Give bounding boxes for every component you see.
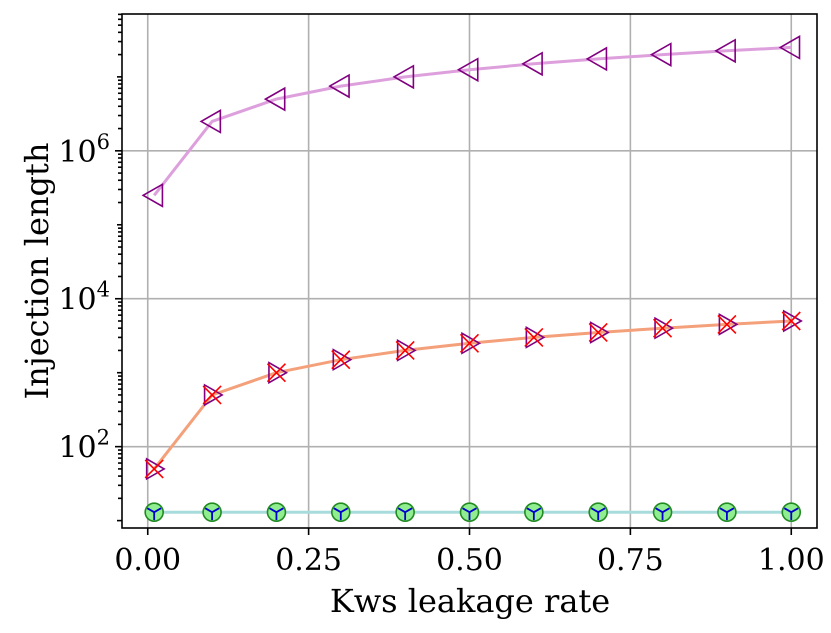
- data-point: [585, 46, 608, 72]
- data-point: [331, 348, 353, 372]
- tri-down-marker: [462, 507, 477, 521]
- data-point: [717, 502, 737, 522]
- data-point: [202, 502, 222, 522]
- x-tick-label: 1.00: [758, 543, 825, 578]
- data-point: [141, 182, 164, 208]
- data-point: [395, 339, 417, 362]
- triangle-right-marker: [268, 361, 289, 385]
- x-marker: [652, 318, 673, 338]
- data-point: [588, 502, 609, 522]
- triangle-right-marker: [145, 457, 166, 481]
- data-point: [144, 457, 166, 481]
- x-marker: [144, 459, 164, 479]
- x-marker: [266, 363, 287, 383]
- y-tick-label: 104: [58, 278, 110, 318]
- data-point: [456, 57, 479, 83]
- data-point: [717, 313, 739, 336]
- tri-down-marker: [204, 507, 220, 521]
- data-point: [652, 316, 675, 340]
- data-point: [202, 383, 224, 407]
- x-marker: [395, 340, 415, 360]
- data-point: [263, 86, 286, 112]
- x-marker: [717, 314, 737, 334]
- tri-down-marker: [590, 507, 606, 521]
- data-point: [781, 502, 802, 522]
- grid: [122, 14, 817, 528]
- triangle-left-marker: [521, 51, 543, 77]
- triangle-right-marker: [203, 383, 224, 407]
- data-point: [266, 502, 287, 522]
- tri-down-marker: [655, 507, 670, 521]
- tri-down-marker: [783, 507, 799, 521]
- data-point: [524, 326, 546, 349]
- triangle-left-marker: [456, 57, 479, 83]
- y-tick-label: 106: [58, 130, 110, 170]
- data-point: [330, 502, 351, 522]
- triangle-right-marker: [525, 326, 546, 349]
- data-point: [395, 502, 415, 522]
- x-tick-label: 0.25: [275, 543, 342, 578]
- tri-down-marker: [269, 507, 284, 521]
- triangle-right-marker: [654, 316, 675, 340]
- tri-down-marker: [719, 507, 735, 521]
- series-bottom-circles: [144, 502, 802, 522]
- triangle-left-marker: [263, 86, 286, 112]
- x-marker: [781, 311, 801, 331]
- data-point: [392, 64, 415, 90]
- y-tick-label: 102: [58, 426, 110, 466]
- data-point: [199, 109, 222, 134]
- x-axis-label: Kws leakage rate: [330, 582, 610, 620]
- ticks: 0.00 0.25 0.50 0.75 1.00 102 104 106: [58, 13, 825, 578]
- triangle-right-marker: [718, 313, 739, 336]
- triangle-left-marker: [585, 46, 608, 72]
- data-point: [521, 51, 543, 77]
- data-point: [144, 502, 164, 522]
- tri-down-marker: [333, 507, 349, 521]
- x-marker: [459, 333, 480, 353]
- x-marker: [524, 327, 544, 347]
- x-marker: [331, 350, 351, 370]
- data-point: [781, 309, 803, 333]
- data-point: [652, 502, 673, 522]
- triangle-left-marker: [392, 64, 415, 90]
- data-point: [266, 361, 289, 385]
- triangle-right-marker: [461, 331, 482, 355]
- x-marker: [202, 385, 222, 405]
- x-tick-label: 0.75: [597, 543, 664, 578]
- triangle-right-marker: [589, 321, 610, 344]
- triangle-right-marker: [396, 339, 417, 362]
- triangle-left-marker: [649, 42, 672, 67]
- tri-down-marker: [146, 507, 162, 521]
- data-point: [459, 331, 482, 355]
- x-tick-label: 0.50: [436, 543, 503, 578]
- series-middle-crosses: [144, 309, 803, 481]
- x-marker: [588, 322, 608, 343]
- triangle-left-marker: [328, 73, 350, 99]
- triangle-left-marker: [714, 38, 736, 64]
- series-top-triangles: [141, 35, 801, 208]
- data-point: [328, 73, 350, 99]
- triangle-right-marker: [332, 348, 353, 372]
- data-point: [459, 502, 480, 522]
- data-point: [649, 42, 672, 67]
- tri-down-marker: [526, 507, 542, 521]
- series-line: [153, 45, 792, 197]
- y-axis-label: Injection length: [18, 143, 56, 400]
- x-tick-label: 0.00: [114, 543, 181, 578]
- triangle-left-marker: [141, 182, 164, 208]
- series-layer: [141, 35, 803, 522]
- data-point: [714, 38, 736, 64]
- data-point: [588, 321, 610, 344]
- triangle-right-marker: [782, 309, 803, 333]
- tri-down-marker: [397, 507, 413, 521]
- data-point: [778, 35, 801, 60]
- triangle-left-marker: [778, 35, 801, 60]
- data-point: [524, 502, 544, 522]
- triangle-left-marker: [199, 109, 222, 134]
